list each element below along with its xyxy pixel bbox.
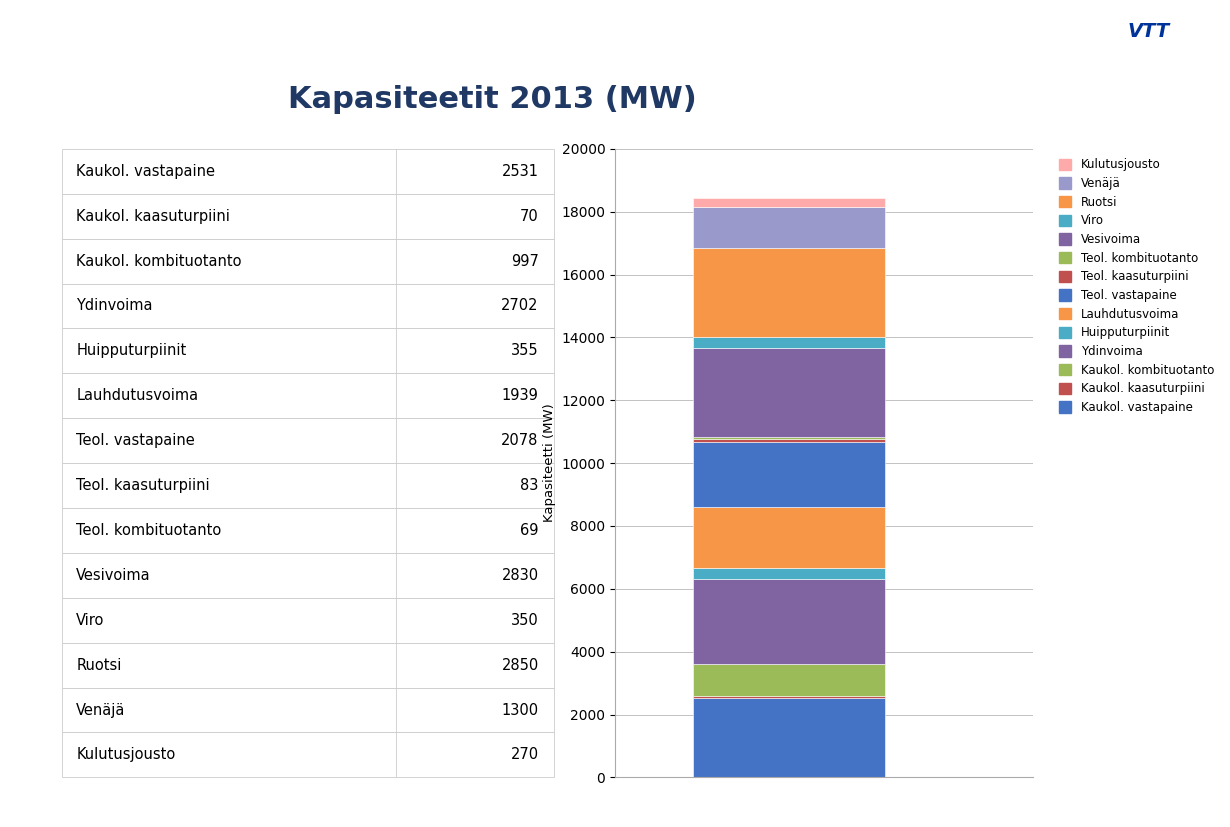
Bar bbox=[694, 507, 886, 568]
Bar bbox=[694, 207, 886, 248]
Bar bbox=[694, 437, 886, 439]
Bar bbox=[62, 239, 554, 284]
Text: 270: 270 bbox=[510, 748, 539, 762]
Legend: Kulutusjousto, Venäjä, Ruotsi, Viro, Vesivoima, Teol. kombituotanto, Teol. kaasu: Kulutusjousto, Venäjä, Ruotsi, Viro, Ves… bbox=[1055, 155, 1218, 418]
Text: Vesivoima: Vesivoima bbox=[76, 568, 151, 583]
Bar bbox=[62, 687, 554, 733]
Text: 2702: 2702 bbox=[502, 299, 539, 313]
Text: 70: 70 bbox=[520, 208, 539, 223]
Text: Teol. kaasuturpiini: Teol. kaasuturpiini bbox=[76, 478, 210, 493]
Text: Venäjä: Venäjä bbox=[76, 703, 125, 718]
Bar bbox=[62, 194, 554, 239]
Text: VTT TECHNICAL RESEARCH CENTRE OF FINLAND: VTT TECHNICAL RESEARCH CENTRE OF FINLAND bbox=[12, 25, 295, 35]
Text: Kaukol. kombituotanto: Kaukol. kombituotanto bbox=[76, 254, 242, 269]
Text: 350: 350 bbox=[510, 613, 539, 628]
Text: VTT: VTT bbox=[1128, 22, 1170, 41]
Bar bbox=[694, 664, 886, 696]
Bar bbox=[62, 373, 554, 418]
Bar bbox=[62, 463, 554, 508]
Text: 02/01/2013: 02/01/2013 bbox=[800, 25, 855, 35]
Text: 2850: 2850 bbox=[502, 657, 539, 672]
Text: 69: 69 bbox=[520, 523, 539, 538]
Bar bbox=[62, 733, 554, 777]
Bar bbox=[62, 149, 554, 194]
Text: Kaukol. kaasuturpiini: Kaukol. kaasuturpiini bbox=[76, 208, 230, 223]
Bar bbox=[62, 284, 554, 328]
Text: Viro: Viro bbox=[76, 613, 105, 628]
Text: Lauhdutusvoima: Lauhdutusvoima bbox=[76, 389, 198, 404]
Bar bbox=[694, 439, 886, 442]
Bar bbox=[694, 442, 886, 507]
Bar bbox=[694, 337, 886, 348]
Bar bbox=[694, 348, 886, 437]
Bar bbox=[694, 248, 886, 337]
Text: Teol. vastapaine: Teol. vastapaine bbox=[76, 433, 196, 448]
Text: 83: 83 bbox=[520, 478, 539, 493]
Text: Ydinvoima: Ydinvoima bbox=[76, 299, 153, 313]
Bar bbox=[62, 643, 554, 687]
Text: 355: 355 bbox=[512, 343, 539, 358]
Text: Huipputurpiinit: Huipputurpiinit bbox=[76, 343, 187, 358]
Bar bbox=[62, 418, 554, 463]
Y-axis label: Kapasiteetti (MW): Kapasiteetti (MW) bbox=[542, 404, 556, 523]
Text: Kaukol. vastapaine: Kaukol. vastapaine bbox=[76, 164, 215, 179]
Bar bbox=[62, 553, 554, 598]
Bar bbox=[694, 696, 886, 698]
Bar bbox=[694, 580, 886, 664]
Text: 2830: 2830 bbox=[502, 568, 539, 583]
Text: Kulutusjousto: Kulutusjousto bbox=[76, 748, 176, 762]
Bar bbox=[62, 328, 554, 373]
Text: 2078: 2078 bbox=[502, 433, 539, 448]
Text: Kapasiteetit 2013 (MW): Kapasiteetit 2013 (MW) bbox=[288, 84, 696, 114]
Text: 1939: 1939 bbox=[502, 389, 539, 404]
Text: Teol. kombituotanto: Teol. kombituotanto bbox=[76, 523, 221, 538]
Bar bbox=[694, 568, 886, 580]
Text: Ruotsi: Ruotsi bbox=[76, 657, 122, 672]
Bar bbox=[694, 698, 886, 777]
Text: 1300: 1300 bbox=[502, 703, 539, 718]
Text: 997: 997 bbox=[510, 254, 539, 269]
Bar bbox=[62, 508, 554, 553]
Bar bbox=[694, 198, 886, 207]
Bar bbox=[62, 598, 554, 643]
Text: 6: 6 bbox=[947, 25, 952, 35]
Text: 2531: 2531 bbox=[502, 164, 539, 179]
